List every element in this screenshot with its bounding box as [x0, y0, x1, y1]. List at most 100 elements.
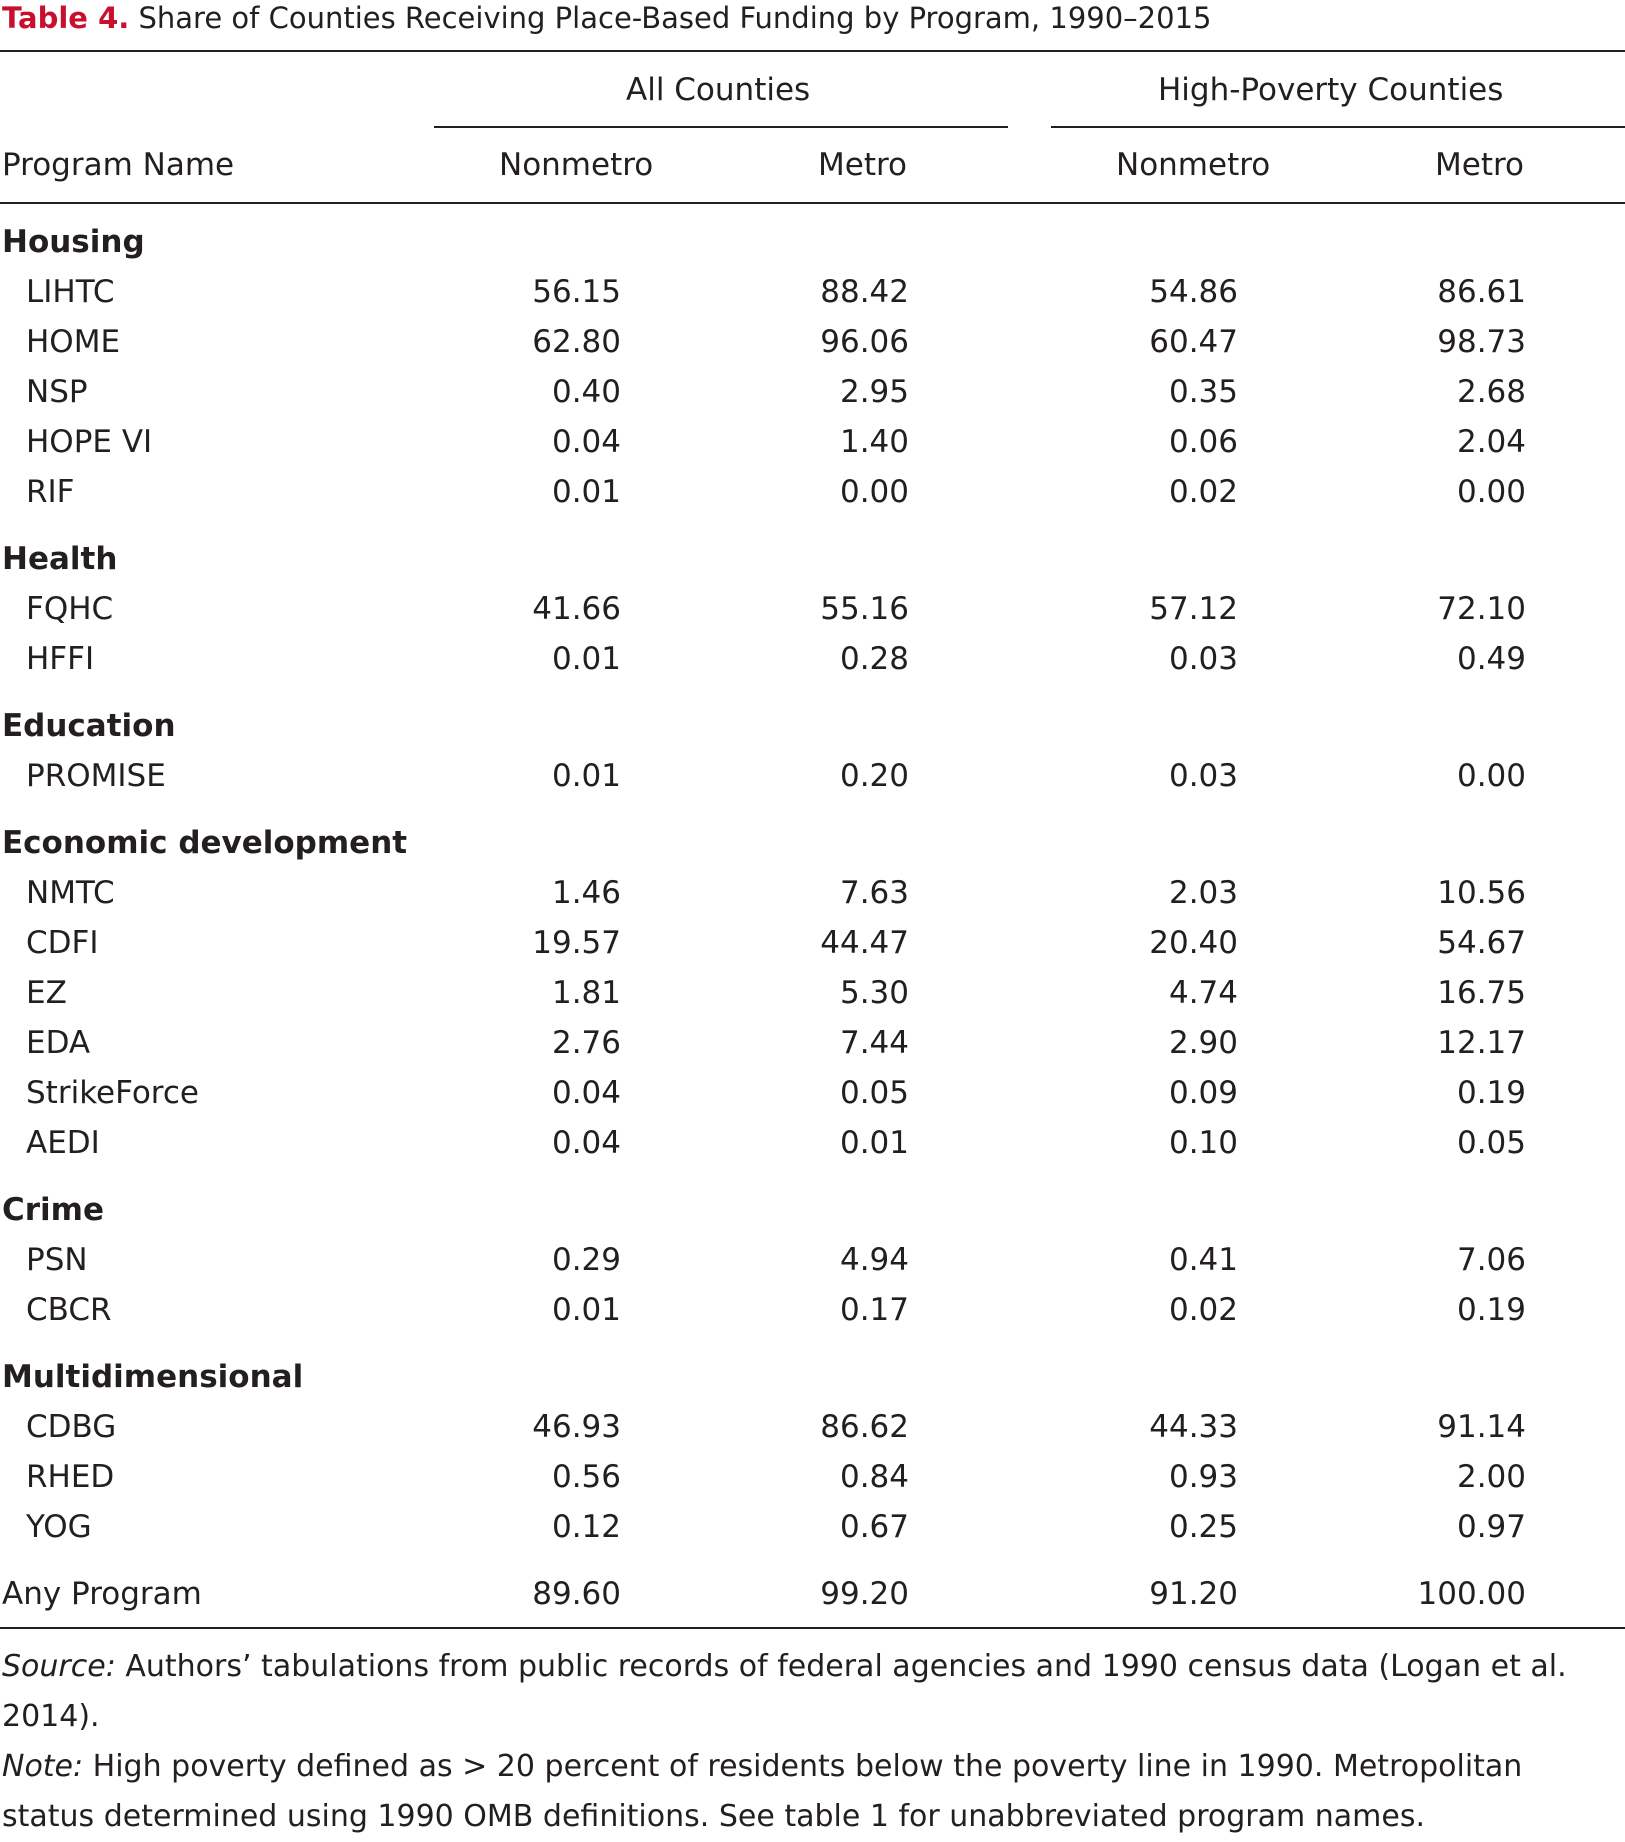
value-cell: 0.09 [1168, 1075, 1238, 1111]
table-row: FQHC 41.66 55.16 57.12 72.10 [0, 584, 1625, 634]
value-cell: 0.10 [1168, 1125, 1238, 1161]
table-row: HFFI 0.01 0.28 0.03 0.49 [0, 634, 1625, 684]
value-cell: 0.01 [551, 641, 621, 677]
table-row: LIHTC 56.15 88.42 54.86 86.61 [0, 267, 1625, 317]
program-name-cell: AEDI [26, 1125, 100, 1161]
header-col-all-metro: Metro [818, 147, 908, 183]
group-rule-high-poverty [1051, 126, 1625, 128]
value-cell: 7.44 [839, 1025, 909, 1061]
value-cell: 16.75 [1437, 975, 1526, 1011]
value-cell: 0.19 [1456, 1292, 1526, 1328]
value-cell: 0.03 [1168, 758, 1238, 794]
value-cell: 0.04 [551, 1075, 621, 1111]
value-cell: 0.28 [839, 641, 909, 677]
source-note: Source: Authors’ tabulations from public… [2, 1642, 1602, 1742]
value-cell: 98.73 [1437, 324, 1526, 360]
value-cell: 86.62 [820, 1409, 909, 1445]
program-name-cell: YOG [26, 1509, 92, 1545]
group-header-row: Crime [0, 1185, 1625, 1235]
group-header-row: Multidimensional [0, 1352, 1625, 1402]
group-label: Crime [2, 1192, 104, 1228]
value-cell: 54.86 [1149, 274, 1238, 310]
program-name-cell: HFFI [26, 641, 95, 677]
header-rule [0, 202, 1625, 204]
value-cell: 0.00 [1456, 474, 1526, 510]
value-cell: 2.90 [1168, 1025, 1238, 1061]
value-cell: 0.56 [551, 1459, 621, 1495]
table-row: EDA 2.76 7.44 2.90 12.17 [0, 1018, 1625, 1068]
table-row: CDBG 46.93 86.62 44.33 91.14 [0, 1402, 1625, 1452]
table-row: NMTC 1.46 7.63 2.03 10.56 [0, 868, 1625, 918]
program-name-cell: NSP [26, 374, 88, 410]
value-cell: 0.40 [551, 374, 621, 410]
group-label: Economic development [2, 825, 408, 861]
value-cell: 88.42 [820, 274, 909, 310]
header-group-all-counties: All Counties [626, 72, 811, 108]
table-label: Table 4. [2, 1, 130, 35]
program-name-cell: PSN [26, 1242, 88, 1278]
table-row: CBCR 0.01 0.17 0.02 0.19 [0, 1285, 1625, 1335]
value-cell: 60.47 [1149, 324, 1238, 360]
value-cell: 0.01 [551, 758, 621, 794]
header-col-high-metro: Metro [1435, 147, 1525, 183]
value-cell: 0.03 [1168, 641, 1238, 677]
value-cell: 0.05 [1456, 1125, 1526, 1161]
poverty-note: Note: High poverty defined as > 20 perce… [2, 1742, 1602, 1842]
group-header-row: Economic development [0, 818, 1625, 868]
value-cell: 5.30 [839, 975, 909, 1011]
value-cell: 0.29 [551, 1242, 621, 1278]
value-cell: 62.80 [532, 324, 621, 360]
table-row: PSN 0.29 4.94 0.41 7.06 [0, 1235, 1625, 1285]
bottom-rule [0, 1627, 1625, 1629]
value-cell: 44.47 [820, 925, 909, 961]
value-cell: 0.02 [1168, 474, 1238, 510]
value-cell: 0.06 [1168, 424, 1238, 460]
value-cell: 0.01 [839, 1125, 909, 1161]
group-rule-all-counties [434, 126, 1008, 128]
program-name-cell: EZ [26, 975, 67, 1011]
value-cell: 96.06 [820, 324, 909, 360]
value-cell: 91.14 [1437, 1409, 1526, 1445]
value-cell: 2.00 [1456, 1459, 1526, 1495]
header-col-high-nonmetro: Nonmetro [1116, 147, 1271, 183]
source-label: Source: [2, 1649, 116, 1684]
table-row: RHED 0.56 0.84 0.93 2.00 [0, 1452, 1625, 1502]
table-row: HOME 62.80 96.06 60.47 98.73 [0, 317, 1625, 367]
value-cell: 0.02 [1168, 1292, 1238, 1328]
value-cell: 0.05 [839, 1075, 909, 1111]
value-cell: 46.93 [532, 1409, 621, 1445]
program-name-cell: NMTC [26, 875, 115, 911]
value-cell: 4.74 [1168, 975, 1238, 1011]
value-cell: 1.40 [839, 424, 909, 460]
value-cell: 72.10 [1437, 591, 1526, 627]
value-cell: 2.95 [839, 374, 909, 410]
value-cell: 0.35 [1168, 374, 1238, 410]
value-cell: 10.56 [1437, 875, 1526, 911]
group-header-row: Education [0, 701, 1625, 751]
value-cell: 0.19 [1456, 1075, 1526, 1111]
value-cell: 2.04 [1456, 424, 1526, 460]
total-value-cell: 99.20 [820, 1576, 909, 1612]
value-cell: 2.03 [1168, 875, 1238, 911]
value-cell: 0.04 [551, 424, 621, 460]
note-text: High poverty defined as > 20 percent of … [2, 1749, 1523, 1834]
value-cell: 4.94 [839, 1242, 909, 1278]
group-label: Health [2, 541, 118, 577]
group-header-row: Health [0, 534, 1625, 584]
program-name-cell: RIF [26, 474, 75, 510]
group-label: Housing [2, 224, 145, 260]
value-cell: 41.66 [532, 591, 621, 627]
value-cell: 57.12 [1149, 591, 1238, 627]
value-cell: 55.16 [820, 591, 909, 627]
table-title: Share of Counties Receiving Place-Based … [138, 1, 1212, 35]
total-value-cell: 91.20 [1149, 1576, 1238, 1612]
program-name-cell: CDFI [26, 925, 99, 961]
value-cell: 56.15 [532, 274, 621, 310]
value-cell: 0.17 [839, 1292, 909, 1328]
value-cell: 86.61 [1437, 274, 1526, 310]
group-header-row: Housing [0, 217, 1625, 267]
value-cell: 0.41 [1168, 1242, 1238, 1278]
header-col-all-nonmetro: Nonmetro [499, 147, 654, 183]
table-row: AEDI 0.04 0.01 0.10 0.05 [0, 1118, 1625, 1168]
